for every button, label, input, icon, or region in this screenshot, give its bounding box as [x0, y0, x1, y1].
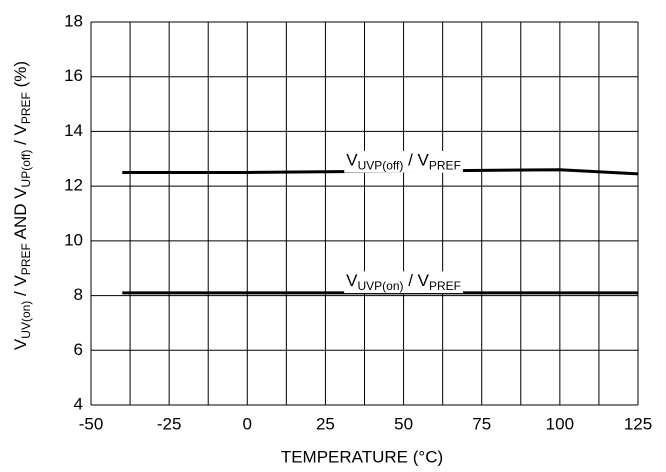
y-tick-label: 4 — [74, 394, 83, 413]
text-part: (%) — [11, 61, 30, 92]
x-axis-title: TEMPERATURE (°C) — [281, 447, 443, 466]
annotation-bg — [344, 271, 464, 294]
text-part: V — [346, 271, 358, 290]
subscript: UV(on) — [19, 301, 33, 339]
y-tick-label: 18 — [64, 11, 83, 30]
x-tick-label: -50 — [79, 414, 104, 433]
annotation-bg — [344, 151, 463, 173]
y-axis-title: VUV(on) / VPREF AND VUP(off) / VPREF (%) — [11, 61, 33, 350]
annotation: VUVP(on) / VPREF — [346, 271, 461, 293]
annotation: VUVP(off) / VPREF — [346, 151, 461, 173]
text-part: / V — [403, 151, 429, 170]
x-tick-label: 100 — [546, 414, 574, 433]
y-tick-label: 16 — [64, 66, 83, 85]
text-part: V — [346, 151, 358, 170]
text-part: AND V — [11, 187, 30, 243]
y-tick-label: 8 — [74, 285, 83, 304]
subscript: PREF — [429, 279, 461, 293]
x-tick-label: -25 — [157, 414, 182, 433]
text-part: V — [11, 338, 30, 350]
y-tick-label: 10 — [64, 230, 83, 249]
x-tick-label: 0 — [243, 414, 252, 433]
x-tick-label: 125 — [624, 414, 652, 433]
y-tick-label: 14 — [64, 121, 83, 140]
y-tick-label: 12 — [64, 176, 83, 195]
subscript: PREF — [19, 92, 33, 124]
x-tick-label: 50 — [394, 414, 413, 433]
subscript: PREF — [429, 159, 461, 173]
subscript: UP(off) — [19, 150, 33, 188]
subscript: PREF — [19, 243, 33, 275]
subscript: UVP(on) — [357, 279, 403, 293]
x-tick-label: 25 — [316, 414, 335, 433]
text-part: / V — [11, 123, 30, 149]
y-tick-label: 6 — [74, 340, 83, 359]
text-part: / V — [11, 275, 30, 301]
subscript: UVP(off) — [358, 159, 404, 173]
text-part: / V — [403, 271, 429, 290]
x-tick-label: 75 — [472, 414, 491, 433]
